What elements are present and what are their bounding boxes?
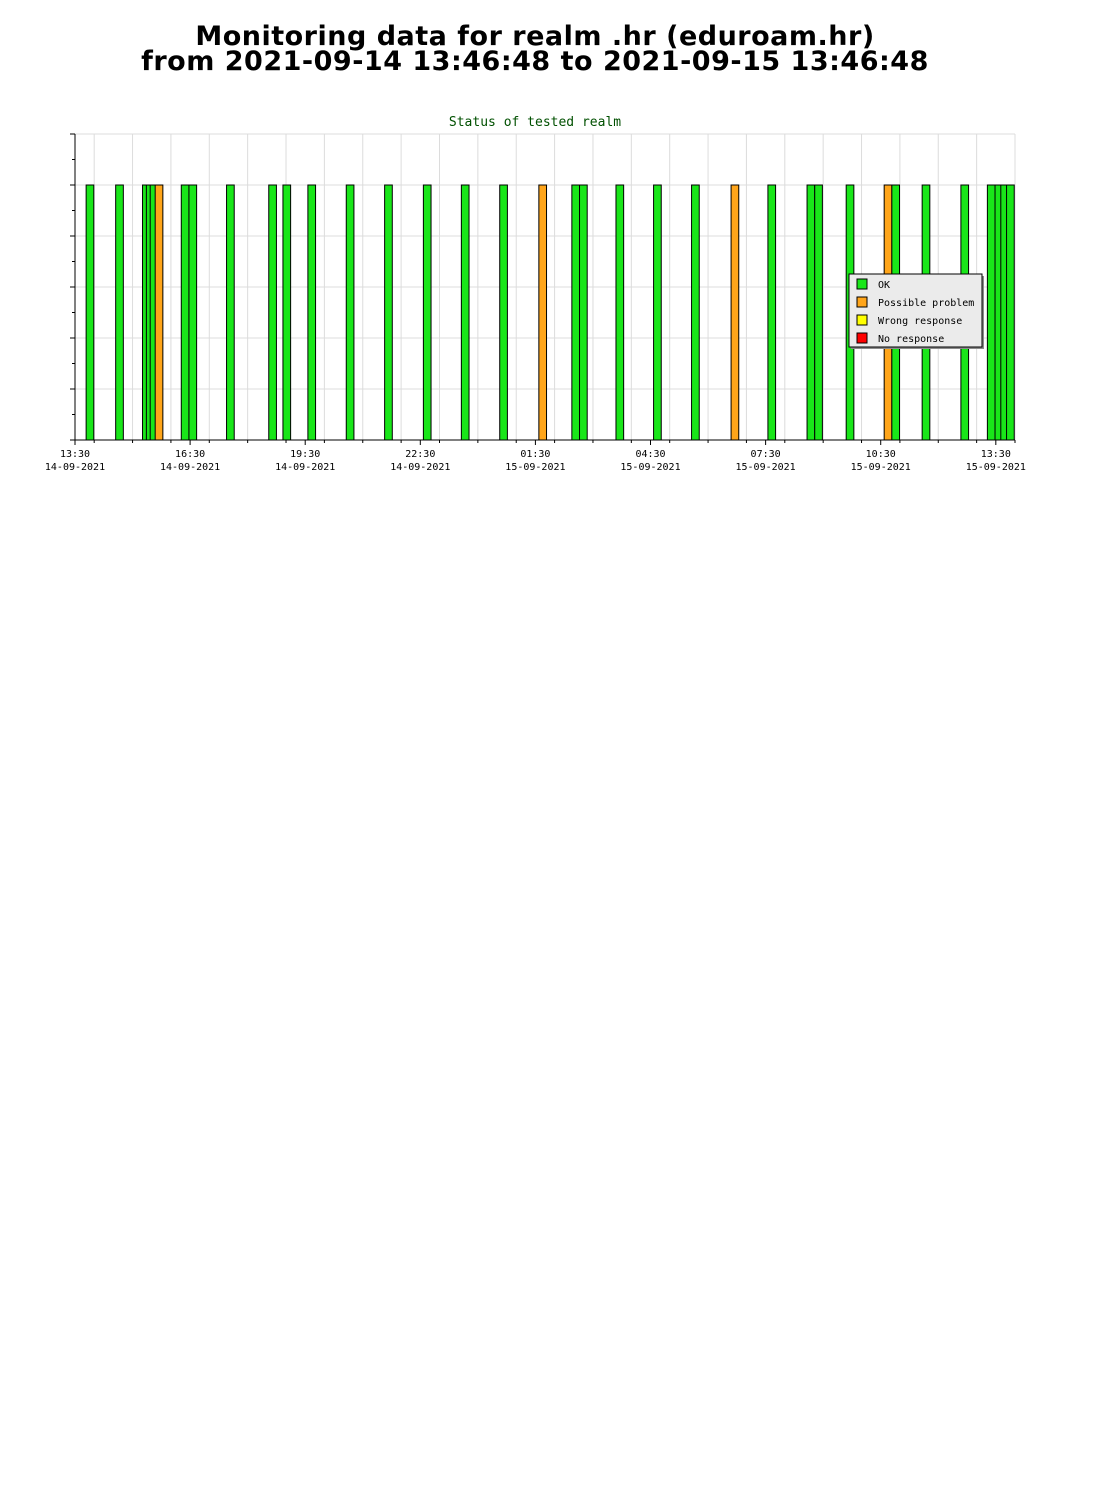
x-tick-date-label: 14-09-2021 <box>390 462 450 473</box>
legend-box <box>848 273 983 348</box>
x-tick-date-label: 15-09-2021 <box>620 462 680 473</box>
legend-label-no-response: No response <box>878 334 944 345</box>
x-tick-time-label: 13:30 <box>981 449 1011 460</box>
bar-ok <box>307 184 317 441</box>
legend-swatch-ok <box>856 278 868 290</box>
x-tick-time-label: 19:30 <box>290 449 320 460</box>
bar-ok <box>767 184 777 441</box>
bar-ok <box>1006 184 1015 441</box>
x-tick-date-label: 15-09-2021 <box>736 462 796 473</box>
x-tick-date-label: 14-09-2021 <box>275 462 335 473</box>
bar-ok <box>571 184 581 441</box>
axes <box>70 133 1016 445</box>
status-chart: Status of tested realm 13:30 14-09-2021 16… <box>45 115 1026 473</box>
legend-swatch-no-response <box>856 332 868 344</box>
page-title-line-1: Monitoring data for realm .hr (eduroam.h… <box>195 21 875 52</box>
bar-ok <box>188 184 198 441</box>
legend-swatch-wrong-response <box>856 314 868 326</box>
bar-ok <box>499 184 508 441</box>
legend-label-wrong-response: Wrong response <box>878 316 962 327</box>
bar-possible-problem <box>154 184 164 441</box>
bar-possible-problem <box>538 184 548 441</box>
legend-label-ok: OK <box>878 280 890 291</box>
x-tick-time-label: 22:30 <box>405 449 435 460</box>
x-tick-time-label: 13:30 <box>60 449 90 460</box>
bar-ok <box>653 184 662 441</box>
bar-possible-problem <box>730 184 740 441</box>
x-tick-time-label: 04:30 <box>635 449 665 460</box>
bar-ok <box>460 184 470 441</box>
bar-ok <box>806 184 816 441</box>
bar-ok <box>422 184 432 441</box>
bar-ok <box>268 184 277 441</box>
x-tick-date-label: 15-09-2021 <box>851 462 911 473</box>
legend: OK Possible problem Wrong response No respo… <box>848 273 984 349</box>
bar-ok <box>615 184 625 441</box>
bar-ok <box>986 184 996 441</box>
legend-label-possible-problem: Possible problem <box>878 298 974 309</box>
x-tick-time-label: 01:30 <box>520 449 550 460</box>
x-tick-date-label: 15-09-2021 <box>966 462 1026 473</box>
bar-ok <box>180 184 190 441</box>
bar-ok <box>282 184 292 441</box>
x-tick-time-label: 16:30 <box>175 449 205 460</box>
bar-ok <box>691 184 700 441</box>
bar-ok <box>384 184 393 441</box>
legend-swatch-possible-problem <box>856 296 868 308</box>
x-tick-date-label: 14-09-2021 <box>45 462 105 473</box>
bar-ok <box>226 184 235 441</box>
bar-ok <box>85 184 95 441</box>
x-tick-date-label: 14-09-2021 <box>160 462 220 473</box>
page-title-line-2: from 2021-09-14 13:46:48 to 2021-09-15 1… <box>141 46 929 77</box>
x-tick-date-label: 15-09-2021 <box>505 462 565 473</box>
chart-title: Status of tested realm <box>449 115 621 130</box>
bar-ok <box>345 184 355 441</box>
page-title: Monitoring data for realm .hr (eduroam.h… <box>0 21 1070 77</box>
bar-ok <box>579 184 588 441</box>
x-tick-time-label: 10:30 <box>866 449 896 460</box>
bar-ok <box>814 184 823 441</box>
bar-ok <box>115 184 124 441</box>
x-tick-labels: 13:30 14-09-2021 16:30 14-09-2021 19:30 14-09… <box>45 449 1026 473</box>
x-tick-time-label: 07:30 <box>751 449 781 460</box>
